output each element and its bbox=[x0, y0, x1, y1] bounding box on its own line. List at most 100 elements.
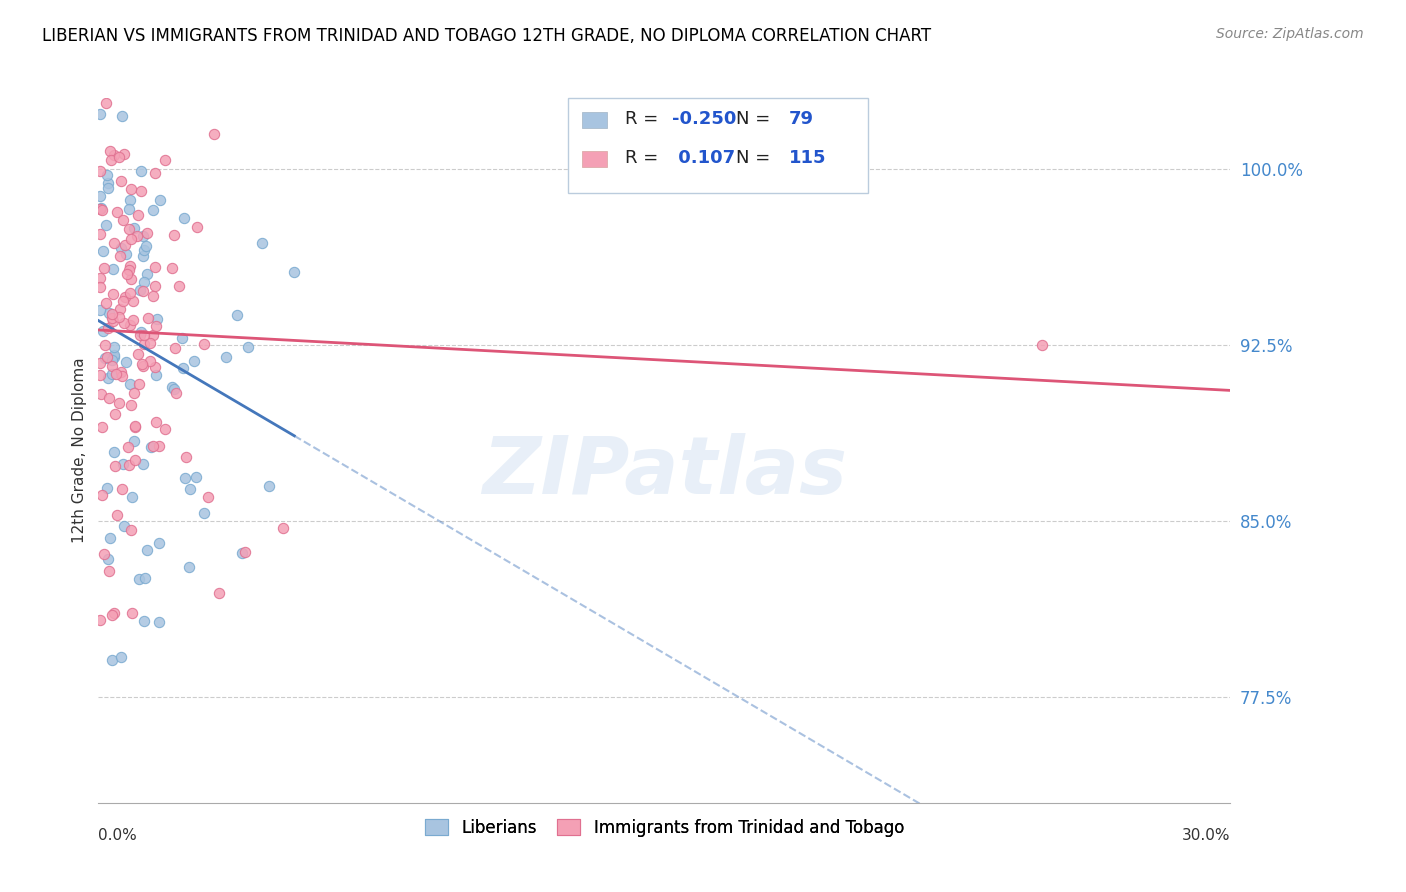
Point bbox=[97, 321, 120, 335]
Point bbox=[89, 303, 111, 318]
Text: N =: N = bbox=[735, 149, 770, 167]
Point bbox=[153, 153, 176, 167]
Point bbox=[91, 244, 114, 258]
Point bbox=[115, 247, 138, 261]
Point bbox=[121, 294, 143, 309]
Point bbox=[89, 271, 111, 285]
Point bbox=[111, 213, 134, 227]
Point bbox=[108, 301, 131, 316]
Point bbox=[98, 391, 121, 405]
Point bbox=[104, 367, 127, 381]
Point bbox=[105, 508, 128, 522]
Point bbox=[89, 189, 111, 203]
Point bbox=[145, 415, 167, 429]
Point bbox=[143, 278, 166, 293]
Point bbox=[110, 241, 132, 255]
Point bbox=[103, 606, 125, 620]
Point bbox=[128, 572, 150, 586]
Point bbox=[127, 228, 149, 243]
Point bbox=[91, 420, 114, 434]
Point bbox=[120, 271, 142, 285]
Point bbox=[89, 613, 111, 627]
Point bbox=[108, 395, 131, 409]
Point bbox=[131, 184, 153, 198]
Point bbox=[89, 227, 111, 241]
Point bbox=[197, 490, 219, 504]
Point bbox=[103, 340, 125, 354]
Point bbox=[1031, 338, 1053, 352]
Point bbox=[112, 147, 135, 161]
Point bbox=[104, 458, 127, 473]
Point bbox=[89, 107, 111, 121]
Point bbox=[110, 174, 132, 188]
Point bbox=[101, 359, 124, 373]
Point bbox=[117, 441, 139, 455]
Point bbox=[132, 614, 155, 628]
Point bbox=[160, 379, 183, 393]
Point bbox=[179, 482, 201, 496]
Text: R =: R = bbox=[624, 111, 658, 128]
Point bbox=[114, 290, 136, 304]
Point bbox=[124, 452, 146, 467]
Point bbox=[169, 279, 191, 293]
Point bbox=[143, 166, 166, 180]
Point bbox=[105, 205, 128, 219]
Point bbox=[118, 376, 141, 391]
Point bbox=[108, 151, 131, 165]
Point bbox=[177, 560, 200, 574]
Point bbox=[129, 327, 152, 342]
Point bbox=[118, 202, 141, 217]
Point bbox=[118, 193, 141, 207]
Point bbox=[134, 336, 156, 351]
Point bbox=[233, 545, 256, 559]
Point bbox=[98, 532, 121, 546]
Point bbox=[142, 289, 165, 303]
Point bbox=[238, 340, 260, 354]
Point bbox=[142, 439, 165, 453]
Point bbox=[97, 564, 120, 578]
Point bbox=[103, 445, 125, 459]
Point bbox=[202, 128, 225, 142]
Text: 79: 79 bbox=[789, 111, 814, 128]
Point bbox=[104, 407, 127, 421]
Point bbox=[138, 336, 160, 351]
Point bbox=[131, 457, 153, 471]
Point bbox=[132, 249, 155, 263]
Point bbox=[100, 153, 122, 168]
Point bbox=[118, 260, 141, 274]
Point bbox=[148, 615, 170, 629]
Point bbox=[89, 280, 111, 294]
Point bbox=[134, 571, 156, 585]
Point bbox=[96, 481, 118, 495]
Point bbox=[163, 341, 186, 355]
Point bbox=[111, 457, 134, 471]
Point bbox=[142, 327, 165, 342]
Bar bbox=[582, 112, 606, 128]
Point bbox=[120, 231, 142, 245]
Y-axis label: 12th Grade, No Diploma: 12th Grade, No Diploma bbox=[72, 358, 87, 543]
Point bbox=[100, 367, 122, 381]
Point bbox=[96, 370, 118, 384]
Point bbox=[118, 222, 141, 236]
Point bbox=[97, 552, 120, 566]
Point bbox=[96, 168, 118, 182]
Point bbox=[122, 434, 145, 449]
Point bbox=[89, 163, 111, 178]
Point bbox=[94, 351, 117, 365]
Point bbox=[110, 109, 132, 123]
Point bbox=[115, 267, 138, 281]
Point bbox=[186, 219, 208, 234]
Point bbox=[129, 325, 152, 339]
Point bbox=[163, 382, 186, 396]
Point bbox=[138, 311, 160, 326]
Point bbox=[145, 319, 167, 334]
Point bbox=[143, 260, 166, 275]
Point bbox=[193, 337, 215, 351]
Point bbox=[145, 312, 167, 326]
Point bbox=[193, 506, 215, 520]
Point bbox=[257, 478, 280, 492]
Point bbox=[163, 227, 186, 242]
Point bbox=[90, 201, 112, 215]
Point bbox=[174, 450, 197, 464]
Point bbox=[118, 458, 141, 472]
